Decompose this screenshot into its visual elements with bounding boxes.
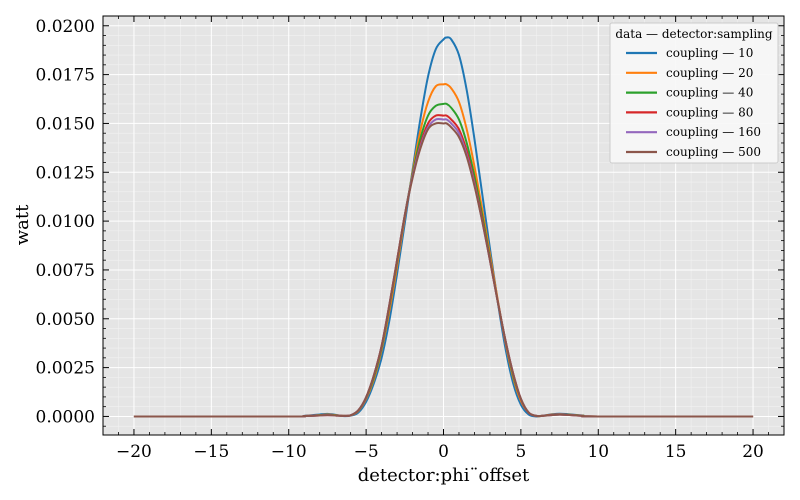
x-axis-label: detector:phi¨offset	[358, 465, 530, 486]
y-axis-ticks: 0.0000 0.0025 0.0050 0.0075 0.0100 0.0125 0.01…	[36, 15, 784, 427]
x-tick-label: 20	[742, 442, 764, 462]
legend-label-6: coupling — 500	[666, 145, 761, 159]
x-tick-label: −15	[193, 442, 229, 462]
legend-label-5: coupling — 160	[666, 125, 761, 139]
x-tick-label: 15	[665, 442, 687, 462]
y-tick-label: 0.0100	[36, 212, 95, 232]
y-tick-label: 0.0075	[36, 261, 95, 281]
x-axis-ticks: −20 −15 −10 −5 0 5 10 15 20	[102, 16, 785, 462]
legend-label-1: coupling — 10	[666, 46, 753, 60]
x-tick-label: 5	[515, 442, 526, 462]
series-line-6	[133, 122, 754, 418]
y-tick-label: 0.0150	[36, 114, 95, 134]
x-tick-label: −20	[116, 442, 152, 462]
x-tick-label: 0	[438, 442, 449, 462]
legend-title: data — detector:sampling	[615, 27, 772, 41]
legend-items: coupling — 10 coupling — 20 coupling — 40 c…	[626, 46, 761, 159]
legend-label-4: coupling — 80	[666, 105, 753, 119]
legend: data — detector:sampling coupling — 10co…	[609, 22, 779, 164]
y-tick-label: 0.0125	[36, 163, 95, 183]
y-tick-label: 0.0200	[36, 17, 95, 37]
x-tick-label: −10	[271, 442, 307, 462]
legend-box	[609, 22, 779, 164]
y-tick-label: 0.0050	[36, 310, 95, 330]
y-tick-label: 0.0025	[36, 359, 95, 379]
legend-label-2: coupling — 20	[666, 66, 753, 80]
y-tick-label: 0.0000	[36, 407, 95, 427]
x-tick-label: 10	[587, 442, 609, 462]
legend-label-3: coupling — 40	[666, 86, 753, 100]
x-tick-label: −5	[354, 442, 379, 462]
y-tick-label: 0.0175	[36, 66, 95, 86]
series-lines	[133, 36, 754, 418]
y-axis-label: watt	[12, 204, 33, 245]
